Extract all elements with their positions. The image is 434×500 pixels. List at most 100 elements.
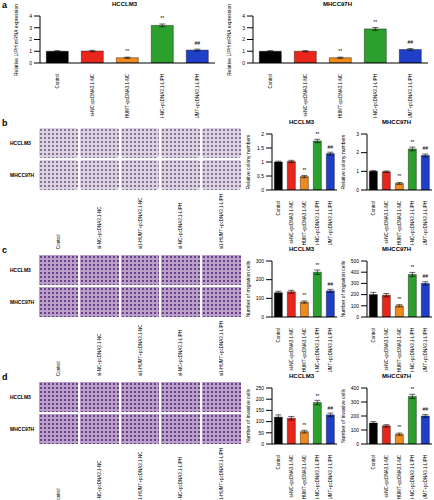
svg-text:**: ** [397, 296, 401, 302]
svg-text:si-NC+pcDNA3.1-LIPH: si-NC+pcDNA3.1-LIPH [410, 201, 415, 245]
svg-text:2: 2 [242, 36, 245, 42]
svg-text:si-NC+pcDNA3.1-NC: si-NC+pcDNA3.1-NC [384, 454, 389, 497]
svg-text:200: 200 [256, 276, 265, 282]
svg-text:100: 100 [256, 295, 265, 301]
svg-text:Control: Control [276, 201, 281, 216]
svg-text:si-NC+pcDNA3.1-NC: si-NC+pcDNA3.1-NC [384, 327, 389, 370]
svg-text:Control: Control [371, 328, 376, 343]
svg-text:si1-HUMT+pcDNA3.1-NC: si1-HUMT+pcDNA3.1-NC [338, 73, 343, 118]
svg-text:si1-HUMT+pcDNA3.1-LIPH: si1-HUMT+pcDNA3.1-LIPH [423, 201, 426, 245]
svg-text:300: 300 [351, 399, 360, 405]
svg-text:400: 400 [351, 269, 360, 275]
svg-text:2: 2 [356, 149, 359, 155]
svg-text:0: 0 [356, 441, 359, 447]
svg-text:2: 2 [29, 36, 32, 42]
svg-text:si-NC+pcDNA3.1-LIPH: si-NC+pcDNA3.1-LIPH [410, 328, 415, 372]
svg-text:**: ** [302, 292, 306, 298]
svg-text:**: ** [315, 262, 319, 268]
svg-text:100: 100 [351, 303, 360, 309]
svg-text:1: 1 [242, 48, 245, 54]
svg-text:##: ## [423, 145, 426, 151]
svg-text:200: 200 [351, 413, 360, 419]
svg-text:0: 0 [261, 314, 264, 320]
svg-text:si-NC+pcDNA3.1-LIPH: si-NC+pcDNA3.1-LIPH [315, 201, 320, 245]
svg-text:**: ** [315, 393, 319, 399]
svg-text:Control: Control [276, 328, 281, 343]
svg-text:3: 3 [242, 25, 245, 31]
svg-text:**: ** [302, 422, 306, 428]
svg-text:3: 3 [29, 25, 32, 31]
svg-text:100: 100 [256, 418, 265, 424]
svg-text:**: ** [397, 424, 401, 430]
svg-text:si-NC+pcDNA3.1-NC: si-NC+pcDNA3.1-NC [289, 327, 294, 370]
svg-text:**: ** [338, 48, 342, 54]
svg-text:500: 500 [351, 258, 360, 264]
svg-text:si1-HUMT+pcDNA3.1-NC: si1-HUMT+pcDNA3.1-NC [397, 200, 402, 245]
svg-text:0: 0 [261, 187, 264, 193]
svg-text:si-NC+pcDNA3.1-LIPH: si-NC+pcDNA3.1-LIPH [410, 455, 415, 499]
svg-text:0: 0 [261, 441, 264, 447]
svg-text:Control: Control [268, 74, 273, 89]
svg-text:##: ## [423, 406, 426, 412]
svg-text:**: ** [160, 15, 164, 21]
svg-text:Control: Control [55, 74, 60, 89]
svg-text:3: 3 [356, 131, 359, 137]
svg-text:##: ## [328, 144, 334, 150]
svg-text:1.5: 1.5 [257, 145, 264, 151]
svg-text:##: ## [195, 40, 201, 46]
svg-text:si1-HUMT+pcDNA3.1-NC: si1-HUMT+pcDNA3.1-NC [302, 327, 307, 372]
svg-text:150: 150 [256, 407, 265, 413]
svg-text:250: 250 [256, 385, 265, 391]
svg-text:4: 4 [29, 13, 32, 19]
svg-text:si1-HUMT+pcDNA3.1-LIPH: si1-HUMT+pcDNA3.1-LIPH [408, 74, 413, 118]
svg-text:**: ** [302, 167, 306, 173]
svg-text:**: ** [410, 386, 414, 392]
svg-text:si1-HUMT+pcDNA3.1-LIPH: si1-HUMT+pcDNA3.1-LIPH [423, 328, 426, 372]
svg-text:**: ** [373, 19, 377, 25]
svg-text:si-NC+pcDNA3.1-NC: si-NC+pcDNA3.1-NC [289, 200, 294, 243]
svg-text:si1-HUMT+pcDNA3.1-NC: si1-HUMT+pcDNA3.1-NC [302, 200, 307, 245]
svg-text:0: 0 [29, 60, 32, 66]
svg-text:si-NC+pcDNA3.1-LIPH: si-NC+pcDNA3.1-LIPH [315, 328, 320, 372]
svg-text:si1-HUMT+pcDNA3.1-NC: si1-HUMT+pcDNA3.1-NC [302, 454, 307, 499]
svg-text:0.5: 0.5 [257, 173, 264, 179]
svg-text:50: 50 [258, 430, 264, 436]
svg-text:200: 200 [351, 291, 360, 297]
svg-text:si-NC+pcDNA3.1-LIPH: si-NC+pcDNA3.1-LIPH [373, 74, 378, 118]
svg-text:0: 0 [242, 60, 245, 66]
svg-text:si1-HUMT+pcDNA3.1-LIPH: si1-HUMT+pcDNA3.1-LIPH [328, 328, 333, 372]
svg-text:1: 1 [29, 48, 32, 54]
svg-text:##: ## [423, 273, 426, 279]
svg-text:Control: Control [371, 201, 376, 216]
svg-text:si1-HUMT+pcDNA3.1-LIPH: si1-HUMT+pcDNA3.1-LIPH [328, 201, 333, 245]
svg-text:si1-HUMT+pcDNA3.1-NC: si1-HUMT+pcDNA3.1-NC [397, 454, 402, 499]
svg-text:300: 300 [256, 258, 265, 264]
svg-text:1: 1 [261, 159, 264, 165]
svg-text:si-NC+pcDNA3.1-LIPH: si-NC+pcDNA3.1-LIPH [315, 455, 320, 499]
svg-text:si-NC+pcDNA3.1-NC: si-NC+pcDNA3.1-NC [303, 73, 308, 116]
svg-text:300: 300 [351, 280, 360, 286]
svg-text:**: ** [410, 264, 414, 270]
svg-text:2: 2 [261, 131, 264, 137]
svg-text:##: ## [328, 281, 334, 287]
svg-text:400: 400 [351, 385, 360, 391]
svg-text:**: ** [125, 48, 129, 54]
svg-text:si-NC+pcDNA3.1-NC: si-NC+pcDNA3.1-NC [384, 200, 389, 243]
svg-text:0: 0 [356, 314, 359, 320]
svg-text:200: 200 [256, 396, 265, 402]
svg-text:4: 4 [242, 13, 245, 19]
svg-text:si-NC+pcDNA3.1-NC: si-NC+pcDNA3.1-NC [289, 454, 294, 497]
svg-text:##: ## [328, 405, 334, 411]
svg-text:##: ## [408, 39, 414, 45]
svg-text:Control: Control [276, 455, 281, 470]
svg-text:si1-HUMT+pcDNA3.1-LIPH: si1-HUMT+pcDNA3.1-LIPH [328, 455, 333, 499]
svg-text:si1-HUMT+pcDNA3.1-LIPH: si1-HUMT+pcDNA3.1-LIPH [423, 455, 426, 499]
svg-text:0: 0 [356, 187, 359, 193]
svg-text:**: ** [410, 139, 414, 145]
svg-text:100: 100 [351, 427, 360, 433]
svg-text:si1-HUMT+pcDNA3.1-NC: si1-HUMT+pcDNA3.1-NC [397, 327, 402, 372]
svg-text:si1-HUMT+pcDNA3.1-NC: si1-HUMT+pcDNA3.1-NC [125, 73, 130, 118]
svg-text:si-NC+pcDNA3.1-LIPH: si-NC+pcDNA3.1-LIPH [160, 74, 165, 118]
svg-text:1: 1 [356, 168, 359, 174]
svg-text:**: ** [397, 173, 401, 179]
